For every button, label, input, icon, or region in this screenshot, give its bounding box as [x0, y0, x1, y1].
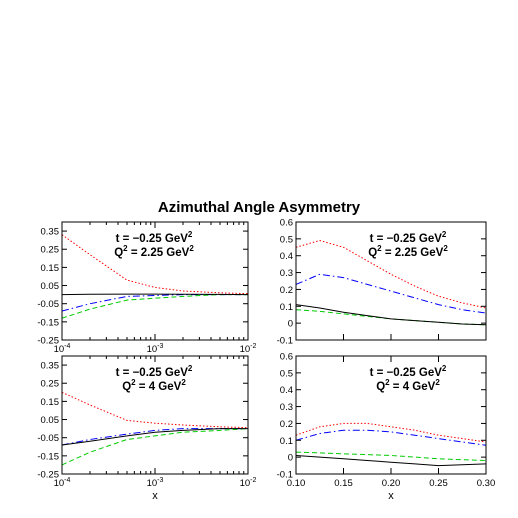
series-line-dashdot — [296, 429, 486, 446]
y-tick-label: 0.05 — [41, 281, 60, 292]
x-axis-label: x — [152, 490, 158, 502]
series-line-solid — [296, 304, 486, 326]
x-tick-label: 10-3 — [147, 343, 164, 355]
series-line-solid — [296, 455, 486, 467]
x-tick-label: 10-2 — [240, 343, 257, 355]
x-axis-label: x — [388, 490, 394, 502]
y-tick-label: 0.35 — [41, 227, 60, 238]
y-tick-label: 0.15 — [41, 263, 60, 274]
chart-panel-top-left: -0.25 -0.15 -0.05 0.05 0.15 0.25 0.35 10-4 10-3 1… — [37, 221, 257, 355]
x-tick-label: 0.20 — [382, 478, 401, 489]
x-tick-label: 10-3 — [147, 477, 164, 489]
y-tick-label: 0.6 — [280, 218, 293, 229]
series-line-dashdot — [62, 428, 248, 446]
x-tick-label: 0.30 — [477, 478, 496, 489]
chart-panel-bottom-left: -0.25 -0.15 -0.05 0.05 0.15 0.25 0.35 10-4 10-3 1… — [37, 355, 257, 502]
y-tick-label: 0.1 — [280, 436, 293, 447]
series-line-solid — [62, 293, 248, 296]
y-tick-label: 0 — [288, 319, 293, 330]
annotation-q2: Q2 = 2.25 GeV2 — [368, 244, 448, 259]
y-tick-label: -0.05 — [37, 433, 59, 444]
annotation-t: t = −0.25 GeV2 — [116, 364, 193, 379]
y-tick-label: 0.35 — [41, 361, 60, 372]
y-tick-label: 0.5 — [280, 368, 293, 379]
series-line-dashdot — [296, 273, 486, 314]
series-line-dotted — [296, 422, 486, 443]
y-tick-label: 0 — [288, 453, 293, 464]
y-tick-label: 0.15 — [41, 397, 60, 408]
y-tick-label: -0.25 — [37, 336, 59, 347]
annotation-q2: Q2 = 4 GeV2 — [122, 378, 186, 393]
y-tick-label: 0.3 — [280, 402, 293, 413]
y-tick-label: 0.25 — [41, 379, 60, 390]
annotation-t: t = −0.25 GeV2 — [116, 230, 193, 245]
chart-title: Azimuthal Angle Asymmetry — [158, 199, 361, 216]
series-line-dotted — [62, 391, 248, 429]
y-tick-label: 0.6 — [280, 352, 293, 363]
y-tick-label: 0.4 — [280, 251, 293, 262]
y-tick-label: -0.05 — [37, 299, 59, 310]
y-tick-label: -0.25 — [37, 470, 59, 481]
y-tick-label: -0.1 — [277, 336, 293, 347]
series-line-dashed — [62, 428, 248, 466]
y-tick-label: 0.25 — [41, 245, 60, 256]
x-tick-label: 0.10 — [287, 478, 306, 489]
y-tick-label: 0.2 — [280, 419, 293, 430]
annotation-t: t = −0.25 GeV2 — [370, 364, 447, 379]
series-line-dashed — [296, 309, 486, 326]
series-line-dotted — [296, 239, 486, 309]
annotation-q2: Q2 = 4 GeV2 — [376, 378, 440, 393]
series-line-solid — [62, 428, 248, 446]
x-tick-label: 0.15 — [334, 478, 353, 489]
y-tick-label: -0.15 — [37, 317, 59, 328]
series-line-dashdot — [62, 294, 248, 312]
y-tick-label: -0.1 — [277, 470, 293, 481]
y-tick-label: 0.1 — [280, 302, 293, 313]
y-tick-label: 0.2 — [280, 285, 293, 296]
annotation-t: t = −0.25 GeV2 — [370, 230, 447, 245]
x-tick-label: 10-4 — [54, 343, 71, 355]
y-tick-label: 0.4 — [280, 385, 293, 396]
y-tick-label: -0.15 — [37, 451, 59, 462]
panel-grid: -0.25 -0.15 -0.05 0.05 0.15 0.25 0.35 10-4 10-3 1… — [37, 218, 495, 503]
y-tick-label: 0.3 — [280, 268, 293, 279]
chart-panel-top-right: -0.1 0 0.1 0.2 0.3 0.4 0.5 0.6 t = −0.25 GeV2Q2 … — [277, 218, 487, 347]
x-tick-label: 10-2 — [240, 477, 257, 489]
y-tick-label: 0.5 — [280, 234, 293, 245]
x-tick-label: 0.25 — [429, 478, 448, 489]
annotation-q2: Q2 = 2.25 GeV2 — [114, 244, 194, 259]
series-line-dashed — [296, 451, 486, 461]
series-line-dashed — [62, 294, 248, 319]
x-tick-label: 10-4 — [54, 477, 71, 489]
y-tick-label: 0.05 — [41, 415, 60, 426]
chart-panel-bottom-right: -0.1 0 0.1 0.2 0.3 0.4 0.5 0.6 0.10 0.15 0.20 0.25 0… — [277, 352, 496, 503]
